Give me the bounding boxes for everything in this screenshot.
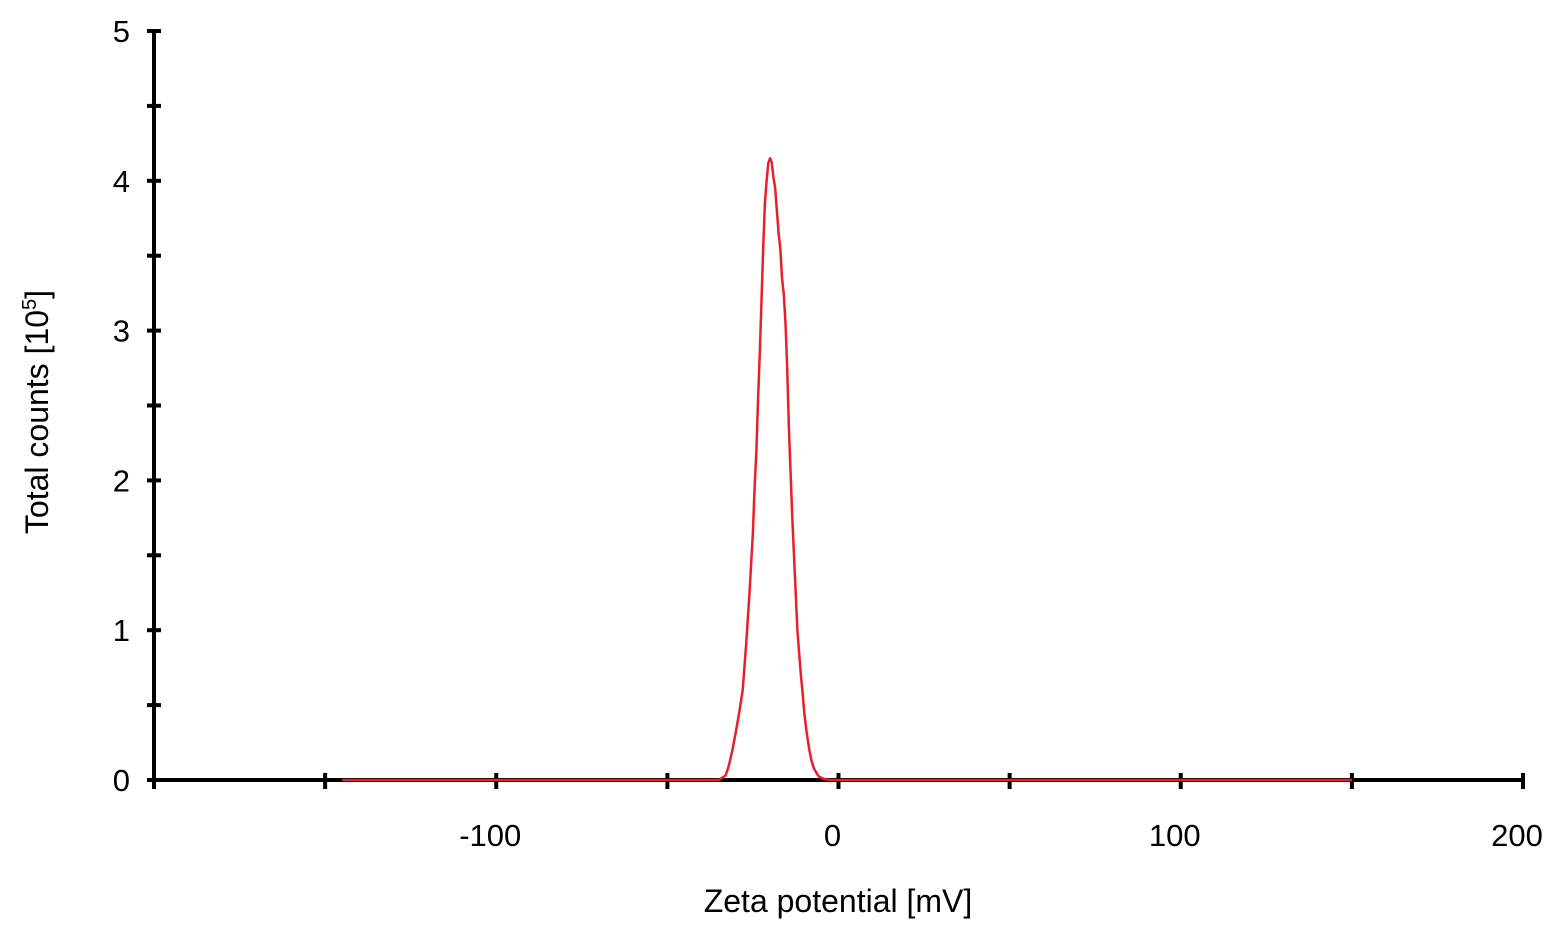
- series-layer: [342, 157, 1352, 782]
- y-axis: 0 1 2 3 4 5: [113, 14, 161, 798]
- series-line: [342, 157, 1352, 782]
- x-axis: -100 0 100 200: [152, 773, 1543, 853]
- y-tick-label: 3: [113, 314, 130, 349]
- x-tick-label: 0: [824, 818, 841, 853]
- x-tick-label: 200: [1491, 818, 1543, 853]
- y-tick-label: 4: [113, 164, 130, 199]
- y-tick-label: 2: [113, 463, 130, 498]
- y-tick-label: 1: [113, 613, 130, 648]
- y-axis-title-end: ]: [19, 290, 55, 299]
- x-tick-label: 100: [1149, 818, 1201, 853]
- y-tick-label: 0: [113, 763, 130, 798]
- y-axis-title: Total counts [105]: [19, 290, 55, 534]
- y-axis-title-main: Total counts [10: [19, 310, 55, 534]
- x-axis-title: Zeta potential [mV]: [704, 883, 973, 919]
- y-tick-label: 5: [113, 14, 130, 49]
- y-axis-title-superscript: 5: [19, 299, 41, 310]
- x-tick-label: -100: [459, 818, 521, 853]
